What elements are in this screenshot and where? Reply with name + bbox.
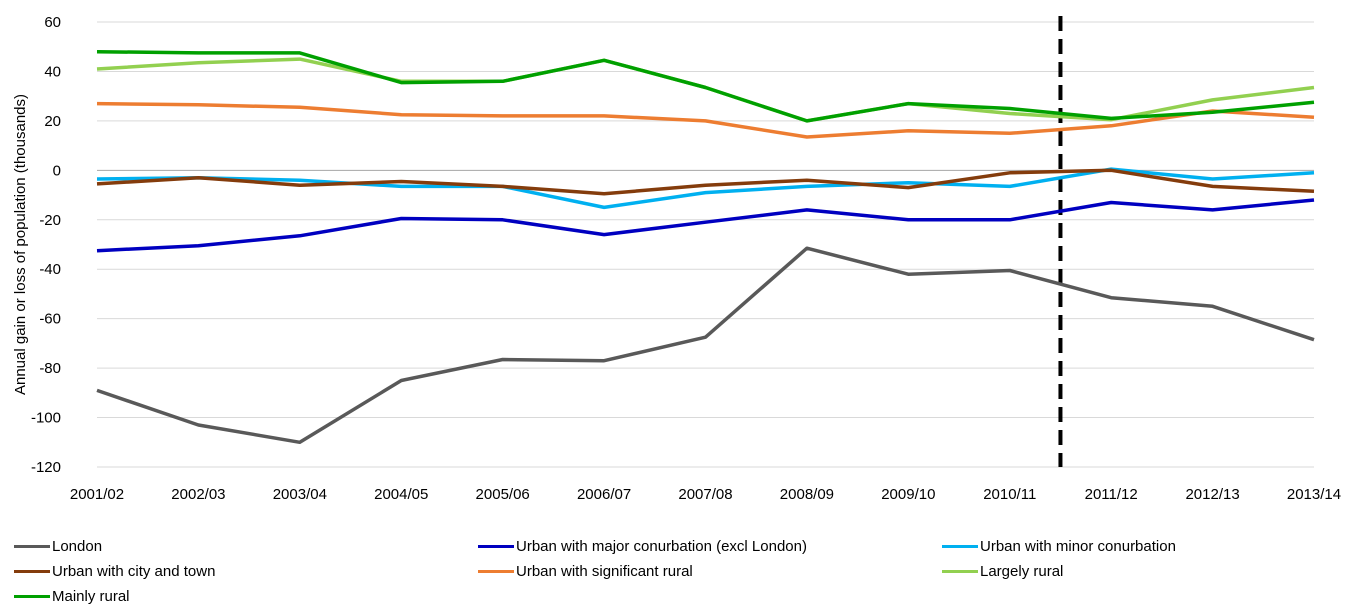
series-line-largely-rural <box>96 57 1315 123</box>
legend-swatch <box>942 544 978 548</box>
legend-swatch <box>14 569 50 573</box>
y-axis-title: Annual gain or loss of population (thous… <box>12 94 29 395</box>
y-tick-labels: 60 40 20 0 -20 -40 -60 -80 -100 -120 <box>31 14 61 476</box>
legend-swatch <box>478 569 514 573</box>
y-tick-label: -60 <box>39 311 61 328</box>
x-tick-label: 2010/11 <box>983 486 1036 503</box>
x-tick-label: 2004/05 <box>374 486 428 503</box>
y-tick-label: 20 <box>44 113 61 130</box>
x-tick-label: 2008/09 <box>780 486 834 503</box>
y-tick-label: -120 <box>31 459 61 476</box>
series-line-urban-with-city-and-town <box>96 168 1315 196</box>
legend-swatch <box>478 544 514 548</box>
legend-item: Urban with minor conurbation <box>942 536 1176 556</box>
series-lines <box>96 49 1315 445</box>
legend-swatch <box>14 594 50 598</box>
legend-label: Largely rural <box>980 562 1064 580</box>
x-tick-label: 2007/08 <box>678 486 732 503</box>
legend-item: Urban with city and town <box>14 561 215 581</box>
legend-swatch <box>942 569 978 573</box>
legend-label: Urban with major conurbation (excl Londo… <box>516 537 807 555</box>
y-tick-label: 0 <box>53 162 61 179</box>
legend-item: Largely rural <box>942 561 1063 581</box>
series-line-london <box>96 246 1315 445</box>
y-tick-label: -20 <box>39 212 61 229</box>
y-tick-label: 40 <box>44 63 61 80</box>
y-tick-label: 60 <box>44 14 61 31</box>
legend-label: Urban with significant rural <box>516 562 693 580</box>
gridlines <box>97 21 1314 468</box>
x-tick-label: 2012/13 <box>1185 486 1239 503</box>
legend-item: Urban with significant rural <box>478 561 693 581</box>
x-tick-label: 2005/06 <box>476 486 530 503</box>
legend-label: London <box>52 537 103 555</box>
series-line-urban-with-major-conurbation-excl-london <box>96 198 1315 253</box>
x-tick-label: 2003/04 <box>273 486 327 503</box>
legend-item: Urban with major conurbation (excl Londo… <box>478 536 807 556</box>
legend-swatch <box>14 544 50 548</box>
y-tick-label: -40 <box>39 261 61 278</box>
legend-label: Urban with city and town <box>52 562 216 580</box>
x-tick-label: 2006/07 <box>577 486 631 503</box>
y-tick-label: -80 <box>39 360 61 377</box>
x-tick-labels: 2001/02 2002/03 2003/04 2004/05 2005/06 2006/… <box>70 486 1341 503</box>
x-tick-label: 2009/10 <box>881 486 935 503</box>
x-tick-label: 2002/03 <box>171 486 225 503</box>
x-tick-label: 2001/02 <box>70 486 124 503</box>
legend-item: Mainly rural <box>14 586 130 606</box>
series-line-urban-with-significant-rural <box>96 101 1315 139</box>
x-tick-label: 2013/14 <box>1287 486 1341 503</box>
series-line-mainly-rural <box>96 49 1315 123</box>
legend-label: Urban with minor conurbation <box>980 537 1176 555</box>
x-tick-label: 2011/12 <box>1085 486 1138 503</box>
legend-item: London <box>14 536 102 556</box>
y-tick-label: -100 <box>31 410 61 427</box>
legend-label: Mainly rural <box>52 587 130 605</box>
